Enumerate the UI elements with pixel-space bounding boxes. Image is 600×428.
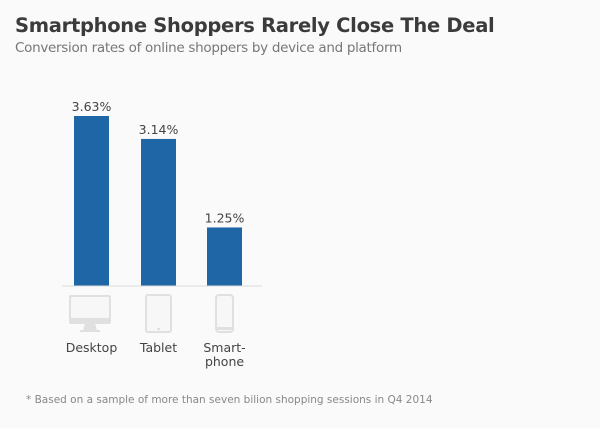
- smartphone-icon: [215, 294, 234, 333]
- bar-desktop: [74, 116, 109, 286]
- footnote: * Based on a sample of more than seven b…: [26, 394, 433, 406]
- category-labels: Desktop Tablet Smart-phone: [66, 340, 246, 369]
- value-label-tablet: 3.14%: [139, 122, 179, 137]
- category-label-desktop: Desktop: [66, 340, 118, 355]
- category-label-tablet: Tablet: [139, 340, 177, 355]
- bar-smartphone: [207, 227, 242, 286]
- bar-tablet: [141, 138, 176, 286]
- category-label-smartphone: phone: [205, 354, 244, 369]
- tablet-icon: [145, 294, 172, 333]
- value-label-desktop: 3.63%: [72, 99, 112, 114]
- bars-group: 3.63% 3.14% 1.25%: [72, 99, 245, 286]
- value-label-smartphone: 1.25%: [205, 210, 245, 225]
- category-label-smartphone: Smart-: [203, 340, 245, 355]
- chart-subtitle: Conversion rates of online shoppers by d…: [15, 40, 402, 56]
- chart-title: Smartphone Shoppers Rarely Close The Dea…: [15, 14, 495, 37]
- desktop-icon: [69, 295, 111, 332]
- category-icons: [69, 294, 234, 333]
